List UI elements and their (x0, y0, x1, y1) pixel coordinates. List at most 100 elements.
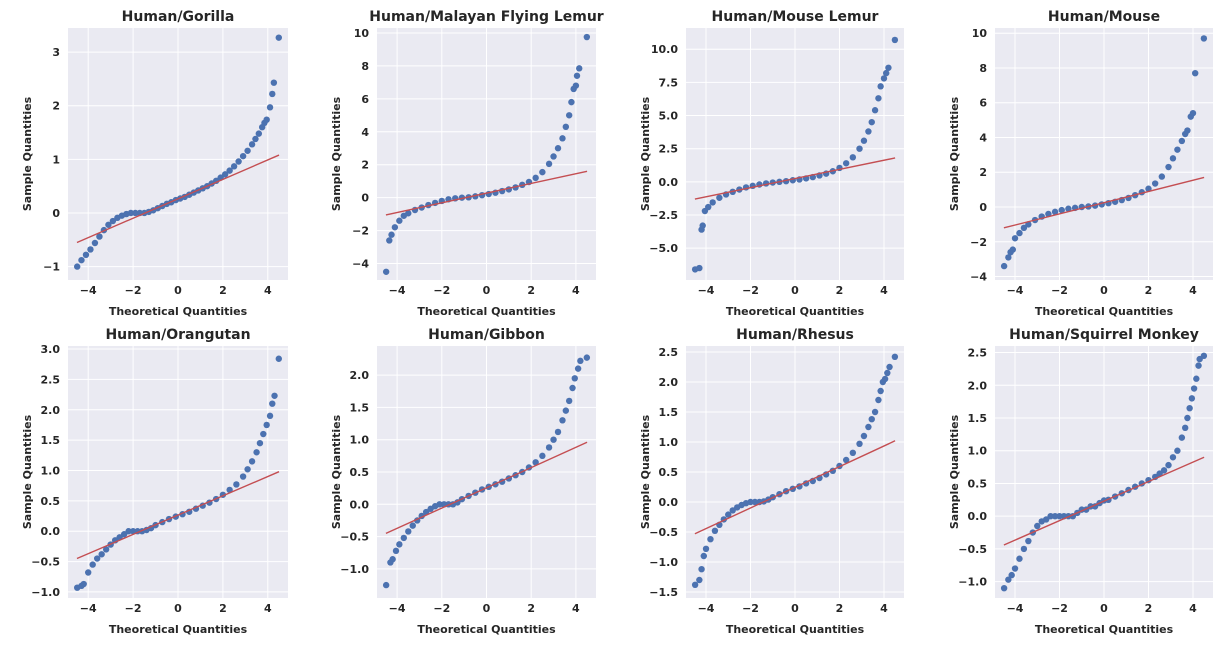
qq-point (239, 473, 247, 480)
subplot-1: −4 −2 0 2 4 −1 0 1 2 3 Human/Gorilla Theoretical Qu… (21, 9, 288, 318)
qq-point (545, 160, 553, 168)
qq-point (711, 527, 719, 534)
y-tick-label: −5.0 (649, 242, 678, 255)
qq-point (382, 268, 390, 275)
subplot-4: −4 −2 0 2 4 −4 −2 0 2 4 6 8 10 Human/Mouse Theoretical… (948, 9, 1213, 318)
x-tick-label: −2 (433, 602, 450, 615)
qq-point (1189, 109, 1197, 117)
qq-point (235, 158, 242, 165)
qq-point (1025, 537, 1032, 545)
qq-point (388, 231, 395, 238)
qq-point (260, 430, 267, 438)
qq-point (891, 36, 899, 44)
reference-line (385, 441, 588, 535)
x-tick-label: 4 (1189, 602, 1197, 615)
y-tick-label: 6 (979, 97, 987, 110)
qq-point (576, 65, 583, 72)
qq-point (881, 375, 889, 383)
qq-point (1011, 565, 1019, 572)
y-tick-label: −1.5 (649, 586, 678, 599)
x-tick-label: −4 (389, 602, 406, 615)
x-tick-label: 4 (880, 602, 888, 615)
qq-point (1056, 512, 1063, 520)
qq-point (96, 233, 103, 240)
y-tick-label: −1 (43, 261, 60, 274)
y-tick-label: −1.0 (958, 576, 987, 589)
qq-point (74, 263, 81, 270)
x-tick-label: −2 (433, 284, 450, 297)
qq-point (275, 355, 282, 362)
x-tick-label: 2 (1145, 284, 1153, 297)
qq-point (221, 171, 229, 178)
y-axis-label: Sample Quantities (948, 96, 961, 211)
qq-point (891, 353, 899, 360)
qq-point (400, 534, 408, 542)
qq-point (392, 547, 400, 555)
x-tick-label: 4 (1189, 284, 1197, 297)
y-tick-label: −0.5 (31, 556, 60, 569)
qq-point (1188, 395, 1196, 402)
x-axis-label: Theoretical Quantities (109, 623, 248, 636)
qq-point (1200, 35, 1208, 42)
y-tick-label: −2 (352, 225, 369, 238)
qq-point (239, 152, 247, 160)
subplot-title: Human/Mouse Lemur (712, 9, 879, 25)
y-tick-label: 0.5 (41, 495, 61, 508)
y-tick-label: 1.5 (968, 412, 988, 425)
y-tick-label: 2.5 (659, 346, 679, 359)
qq-point (226, 167, 233, 174)
x-axis-label: Theoretical Quantities (417, 623, 556, 636)
y-axis-label: Sample Quantities (639, 96, 652, 211)
x-tick-label: 2 (836, 602, 844, 615)
y-tick-label: 0.5 (659, 466, 679, 479)
x-axis-label: Theoretical Quantities (726, 305, 865, 318)
qq-point (253, 449, 260, 456)
x-tick-label: −2 (742, 284, 759, 297)
y-tick-label: 1.5 (350, 401, 370, 414)
x-tick-label: 4 (572, 602, 580, 615)
y-tick-label: 8 (361, 60, 369, 73)
qq-point (871, 107, 879, 114)
y-tick-label: 10.0 (651, 43, 678, 56)
qq-point (1190, 385, 1198, 392)
qq-point (699, 222, 706, 229)
x-tick-label: −2 (1051, 284, 1068, 297)
x-tick-label: 2 (219, 284, 227, 297)
y-axis-label: Sample Quantities (21, 414, 34, 529)
qq-point (263, 116, 270, 123)
qq-point (1016, 229, 1023, 237)
qq-point (573, 72, 581, 79)
y-tick-label: 0.5 (350, 466, 370, 479)
y-tick-label: 0.0 (659, 176, 679, 189)
qq-point (886, 363, 893, 371)
qq-point (877, 83, 884, 90)
qq-point (860, 432, 868, 440)
y-tick-label: −4 (352, 258, 369, 271)
qq-point (532, 459, 539, 466)
y-tick-label: 4 (979, 131, 987, 144)
y-tick-label: 2.5 (968, 347, 988, 360)
y-tick-label: 7.5 (659, 76, 679, 89)
qq-point (266, 412, 274, 420)
qq-point (1184, 127, 1191, 134)
x-axis-label: Theoretical Quantities (1035, 305, 1174, 318)
qq-point (691, 581, 699, 588)
qq-point (583, 354, 591, 361)
y-tick-label: 0 (361, 192, 369, 205)
qq-point (275, 34, 282, 41)
x-tick-label: 4 (572, 284, 580, 297)
qq-point (248, 141, 256, 148)
qq-point (1195, 362, 1202, 369)
x-axis-label: Theoretical Quantities (417, 305, 556, 318)
qq-point (574, 365, 582, 372)
x-tick-label: 0 (1100, 284, 1108, 297)
y-tick-label: 8 (979, 62, 987, 75)
qq-point (252, 135, 259, 143)
qq-point (422, 508, 430, 516)
x-tick-label: 0 (483, 284, 491, 297)
qq-point (1016, 555, 1023, 562)
qq-point (856, 440, 863, 447)
qq-point (396, 541, 403, 548)
qq-point (1042, 516, 1050, 523)
reference-line (1003, 176, 1205, 229)
